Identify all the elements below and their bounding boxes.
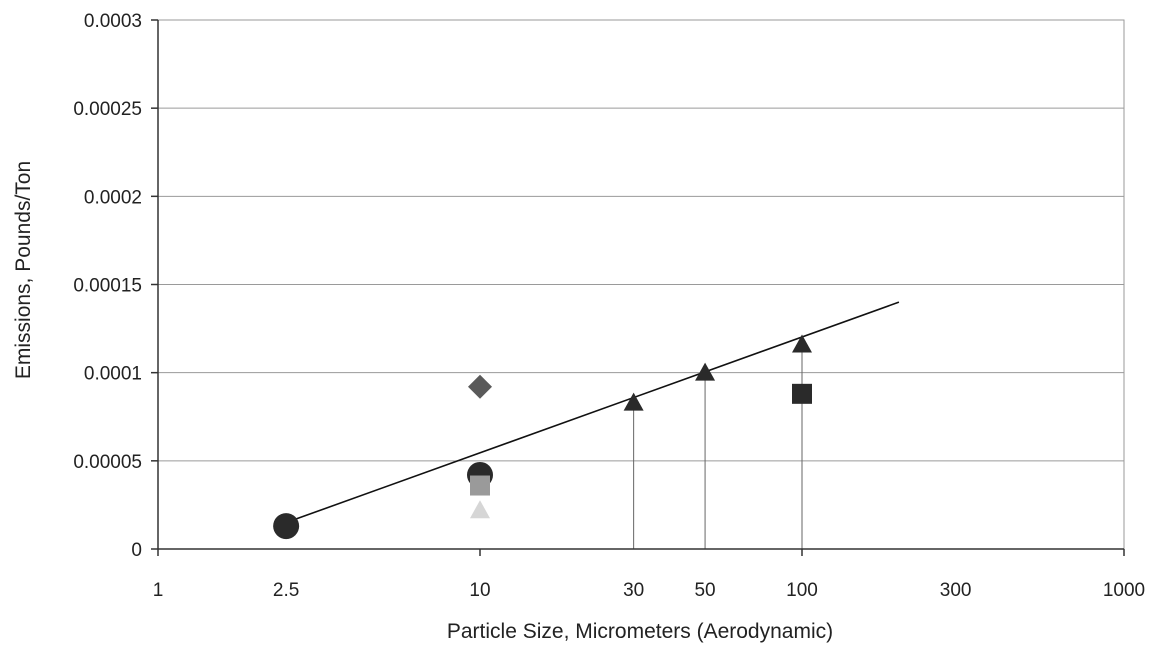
trend-line-group [285,301,900,524]
y-tick-label: 0.00025 [73,99,142,120]
y-axis-ticks: 0 0.00005 0.0001 0.00015 0.0002 0.00025 0.0003 [73,11,158,561]
x-tick-label: 10 [469,580,490,601]
y-tick-label: 0.0001 [84,364,142,385]
x-axis-title: Particle Size, Micrometers (Aerodynamic) [447,620,833,643]
drop-lines [633,344,803,549]
x-tick-label: 30 [623,580,644,601]
diamond-marker [468,374,492,399]
triangle-marker [695,362,716,381]
y-axis-title: Emissions, Pounds/Ton [12,161,35,379]
y-tick-label: 0.00015 [73,276,142,297]
triangle-marker [623,392,644,411]
triangle-marker [470,500,490,519]
x-tick-label: 2.5 [273,580,299,601]
triangle-marker [792,334,812,353]
x-tick-label: 50 [694,580,715,601]
x-tick-label: 300 [940,580,972,601]
y-tick-label: 0.00005 [73,452,142,473]
x-tick-label: 100 [786,580,818,601]
y-tick-label: 0 [131,540,142,561]
square-marker [470,475,490,496]
data-markers [273,334,812,540]
x-tick-label: 1000 [1103,580,1145,601]
square-marker [792,383,812,404]
trend-line [285,301,900,524]
y-tick-label: 0.0003 [84,11,142,32]
y-tick-label: 0.0002 [84,187,142,208]
circle-marker [273,513,300,540]
x-axis-ticks: 1 2.5 10 30 50 100 300 1000 [153,549,1145,601]
x-tick-label: 1 [153,580,164,601]
